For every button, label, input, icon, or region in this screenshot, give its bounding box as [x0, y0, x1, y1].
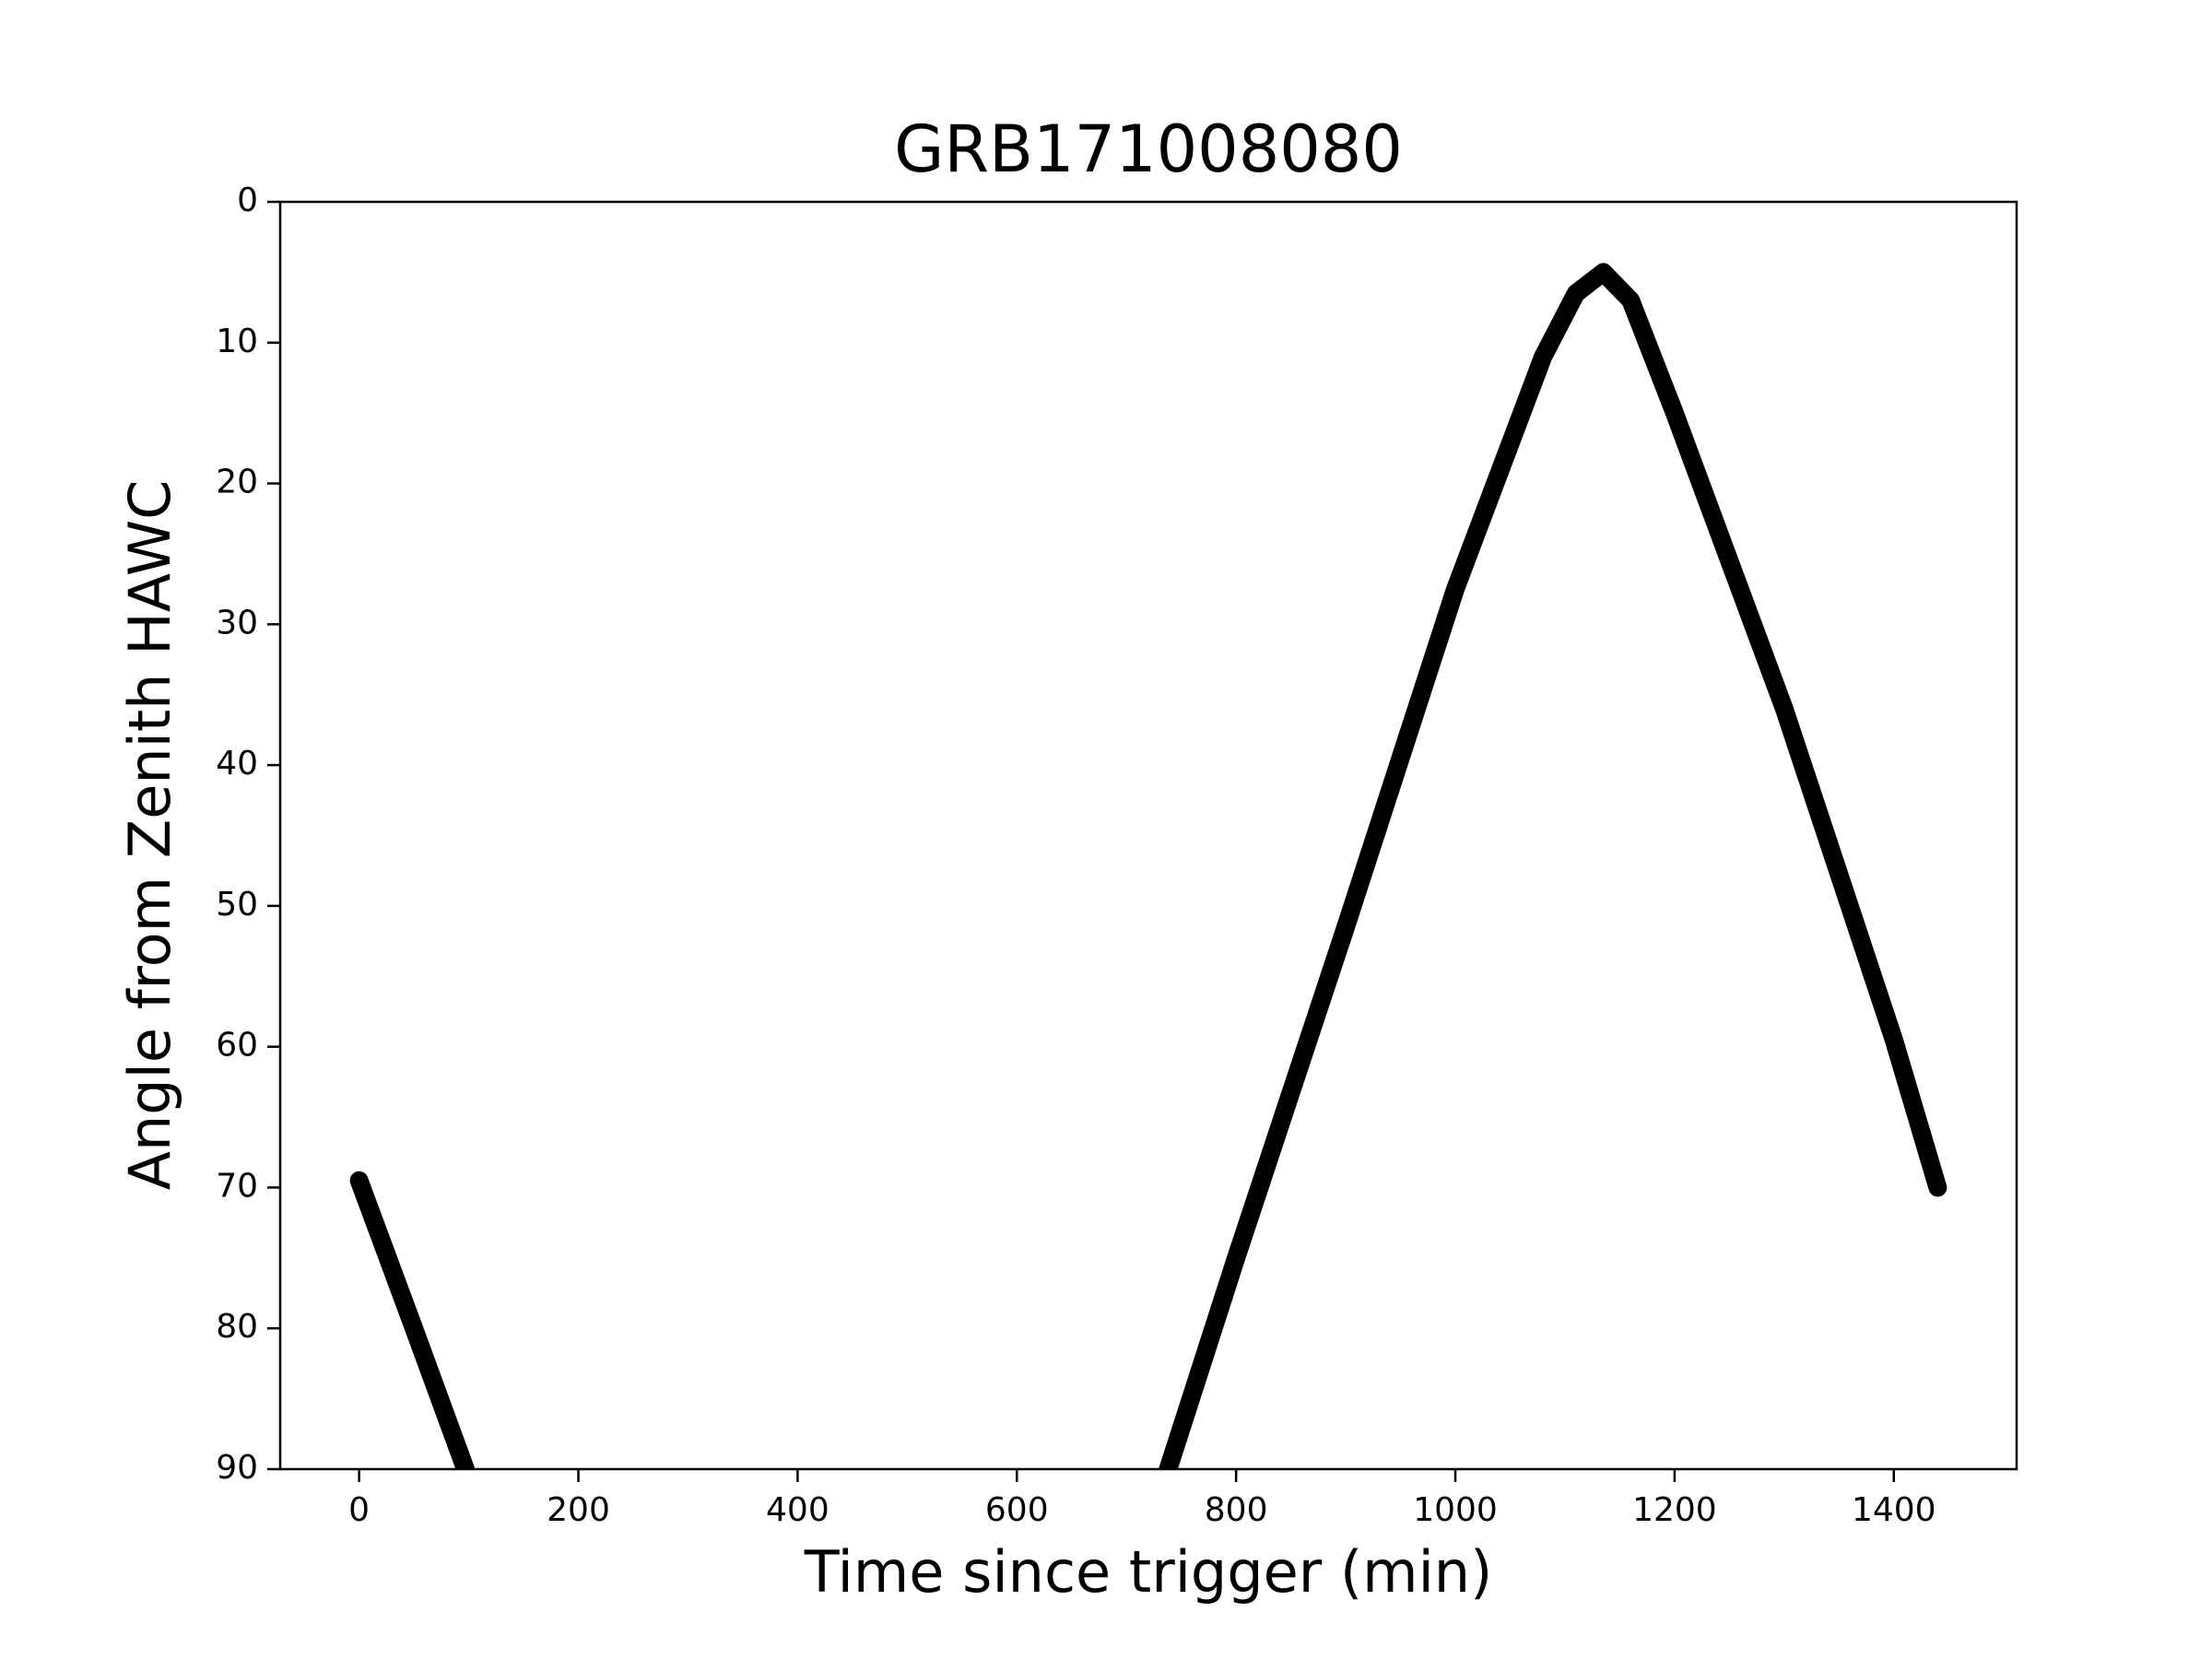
- x-tick-label: 1400: [1852, 1491, 1936, 1529]
- y-tick-label: 60: [216, 1027, 258, 1065]
- chart-title: GRB171008080: [894, 112, 1403, 187]
- plot-area: [349, 263, 1947, 1469]
- x-tick-label: 1200: [1632, 1491, 1717, 1529]
- y-tick-label: 10: [216, 323, 258, 360]
- x-tick-label: 200: [547, 1491, 610, 1529]
- x-tick-label: 0: [348, 1491, 370, 1529]
- y-axis-label: Angle from Zenith HAWC: [116, 480, 183, 1191]
- x-tick-label: 400: [766, 1491, 830, 1529]
- data-line: [349, 263, 1947, 1469]
- x-tick-label: 600: [985, 1491, 1049, 1529]
- x-tick-label: 800: [1205, 1491, 1268, 1529]
- y-tick-label: 90: [216, 1449, 258, 1487]
- y-tick-label: 40: [216, 745, 258, 782]
- y-tick-label: 0: [237, 182, 258, 219]
- y-tick-label: 30: [216, 604, 258, 641]
- x-axis-label: Time since trigger (min): [804, 1538, 1493, 1606]
- y-tick-label: 80: [216, 1308, 258, 1346]
- y-tick-label: 70: [216, 1167, 258, 1205]
- y-tick-label: 20: [216, 464, 258, 501]
- x-tick-label: 1000: [1413, 1491, 1498, 1529]
- y-tick-label: 50: [216, 886, 258, 924]
- axes-frame: [278, 200, 2018, 1471]
